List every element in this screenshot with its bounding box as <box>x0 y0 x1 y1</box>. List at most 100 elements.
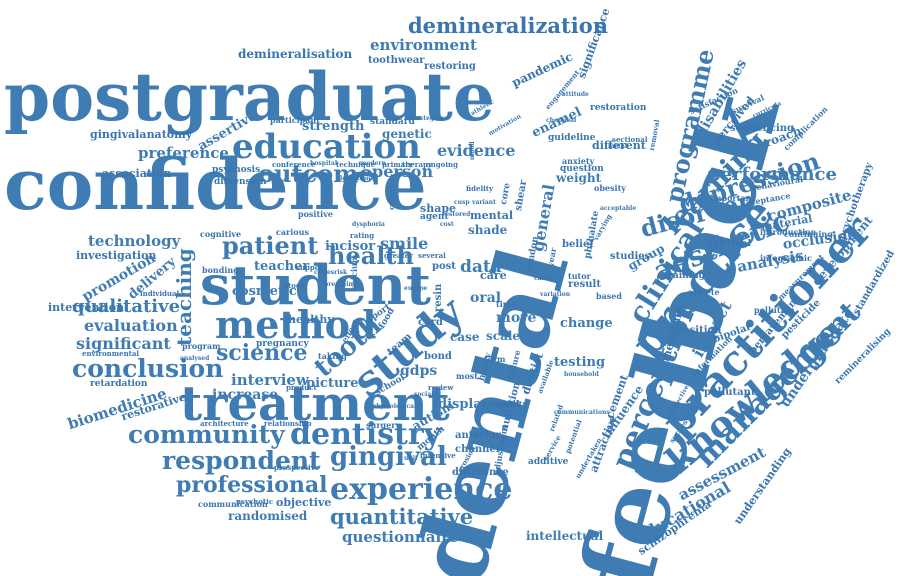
word: care <box>480 269 507 282</box>
word: variant <box>472 199 496 206</box>
word: technique <box>336 160 376 169</box>
word: hospital <box>310 160 338 167</box>
word: infographic <box>760 253 812 263</box>
word: relationship <box>264 419 312 428</box>
word: standard <box>370 117 415 127</box>
word: social <box>414 391 434 398</box>
word: important <box>710 193 756 203</box>
word: household <box>564 371 599 378</box>
word: health <box>328 241 414 270</box>
word: ongoing <box>426 160 458 169</box>
word: environment <box>370 36 477 54</box>
word: variation <box>540 291 571 298</box>
word: preference <box>138 144 229 162</box>
word: cognitive <box>200 229 242 239</box>
word: treatment <box>180 376 450 432</box>
word: method <box>215 302 377 347</box>
word: confidence <box>4 143 427 226</box>
word: cariesrisk <box>314 269 348 276</box>
word: shape <box>420 202 457 215</box>
word: anterior <box>455 430 501 441</box>
word: pollution <box>754 305 795 315</box>
word: strategies <box>410 115 444 122</box>
word: fidelity <box>466 184 494 193</box>
word: caries <box>534 275 555 282</box>
word: dimension <box>214 177 267 187</box>
word: science <box>216 340 308 366</box>
word: channel <box>455 444 500 455</box>
word: cost <box>440 221 454 228</box>
word: introduction <box>760 227 817 237</box>
word: product <box>286 383 317 392</box>
word: patient <box>222 231 319 260</box>
word: several <box>418 251 446 260</box>
word: community <box>128 420 285 449</box>
word: gdps <box>400 363 438 379</box>
word: sectional <box>612 135 648 144</box>
word: display <box>438 397 490 412</box>
word: architecture <box>200 419 249 428</box>
word: prospective <box>274 463 320 472</box>
word: cusp <box>454 199 470 206</box>
word: restoration <box>590 103 647 113</box>
word: participant <box>270 115 320 125</box>
word: communication <box>198 499 268 509</box>
word: surgery <box>366 420 401 430</box>
word: analysed <box>180 355 210 362</box>
word: treated <box>483 400 520 410</box>
word: form <box>484 354 506 364</box>
word: gingivalanatomy <box>90 128 193 141</box>
word: mental <box>470 209 514 222</box>
word: qualitative <box>72 296 181 317</box>
word: bonding <box>202 265 239 275</box>
word: criteria <box>387 180 396 210</box>
word: respondent <box>162 446 321 475</box>
word: quality <box>496 399 528 409</box>
word: significant <box>76 334 171 353</box>
word: potential <box>563 418 584 455</box>
word: increase <box>212 387 279 403</box>
word: taking <box>318 351 347 361</box>
word: europe <box>404 285 428 292</box>
word: attitude <box>562 91 589 98</box>
word: picture <box>306 376 359 391</box>
word: metal <box>608 143 628 150</box>
word: core <box>499 182 513 206</box>
word: cosmetic <box>232 284 297 299</box>
word: greater <box>384 251 413 260</box>
word: restoring <box>424 61 476 72</box>
word: stock <box>284 281 305 290</box>
word: anxiety <box>562 156 595 166</box>
word: pregnancy <box>256 339 309 349</box>
word: quantitative <box>330 504 474 529</box>
word: guideline <box>548 133 596 143</box>
word: outcome <box>258 159 374 188</box>
word: rating <box>350 231 375 240</box>
word: professional <box>176 472 328 498</box>
word: removal <box>647 118 662 152</box>
word: therapy <box>402 160 432 169</box>
word: healthy <box>288 313 334 326</box>
word: acceptable <box>600 205 637 212</box>
word: communications <box>554 409 610 416</box>
word: physiological <box>372 403 417 410</box>
word: dentistry <box>290 417 442 452</box>
word: person <box>372 162 434 181</box>
word: result <box>568 279 601 290</box>
word: objective <box>276 496 332 509</box>
word: incisor <box>325 239 376 254</box>
word: resin <box>433 283 444 312</box>
word: belief <box>562 239 594 250</box>
word: genetic <box>382 127 432 141</box>
word: evidence <box>437 141 516 160</box>
word: investigation <box>76 249 157 262</box>
word: randomised <box>228 509 308 523</box>
word: unit <box>404 455 418 462</box>
word: position <box>676 325 722 336</box>
word: change <box>560 316 613 331</box>
word: individual <box>140 289 180 298</box>
word: pollutant <box>704 387 756 398</box>
word: support <box>296 263 327 272</box>
word: more <box>496 310 537 326</box>
word: psychosis <box>212 165 261 175</box>
